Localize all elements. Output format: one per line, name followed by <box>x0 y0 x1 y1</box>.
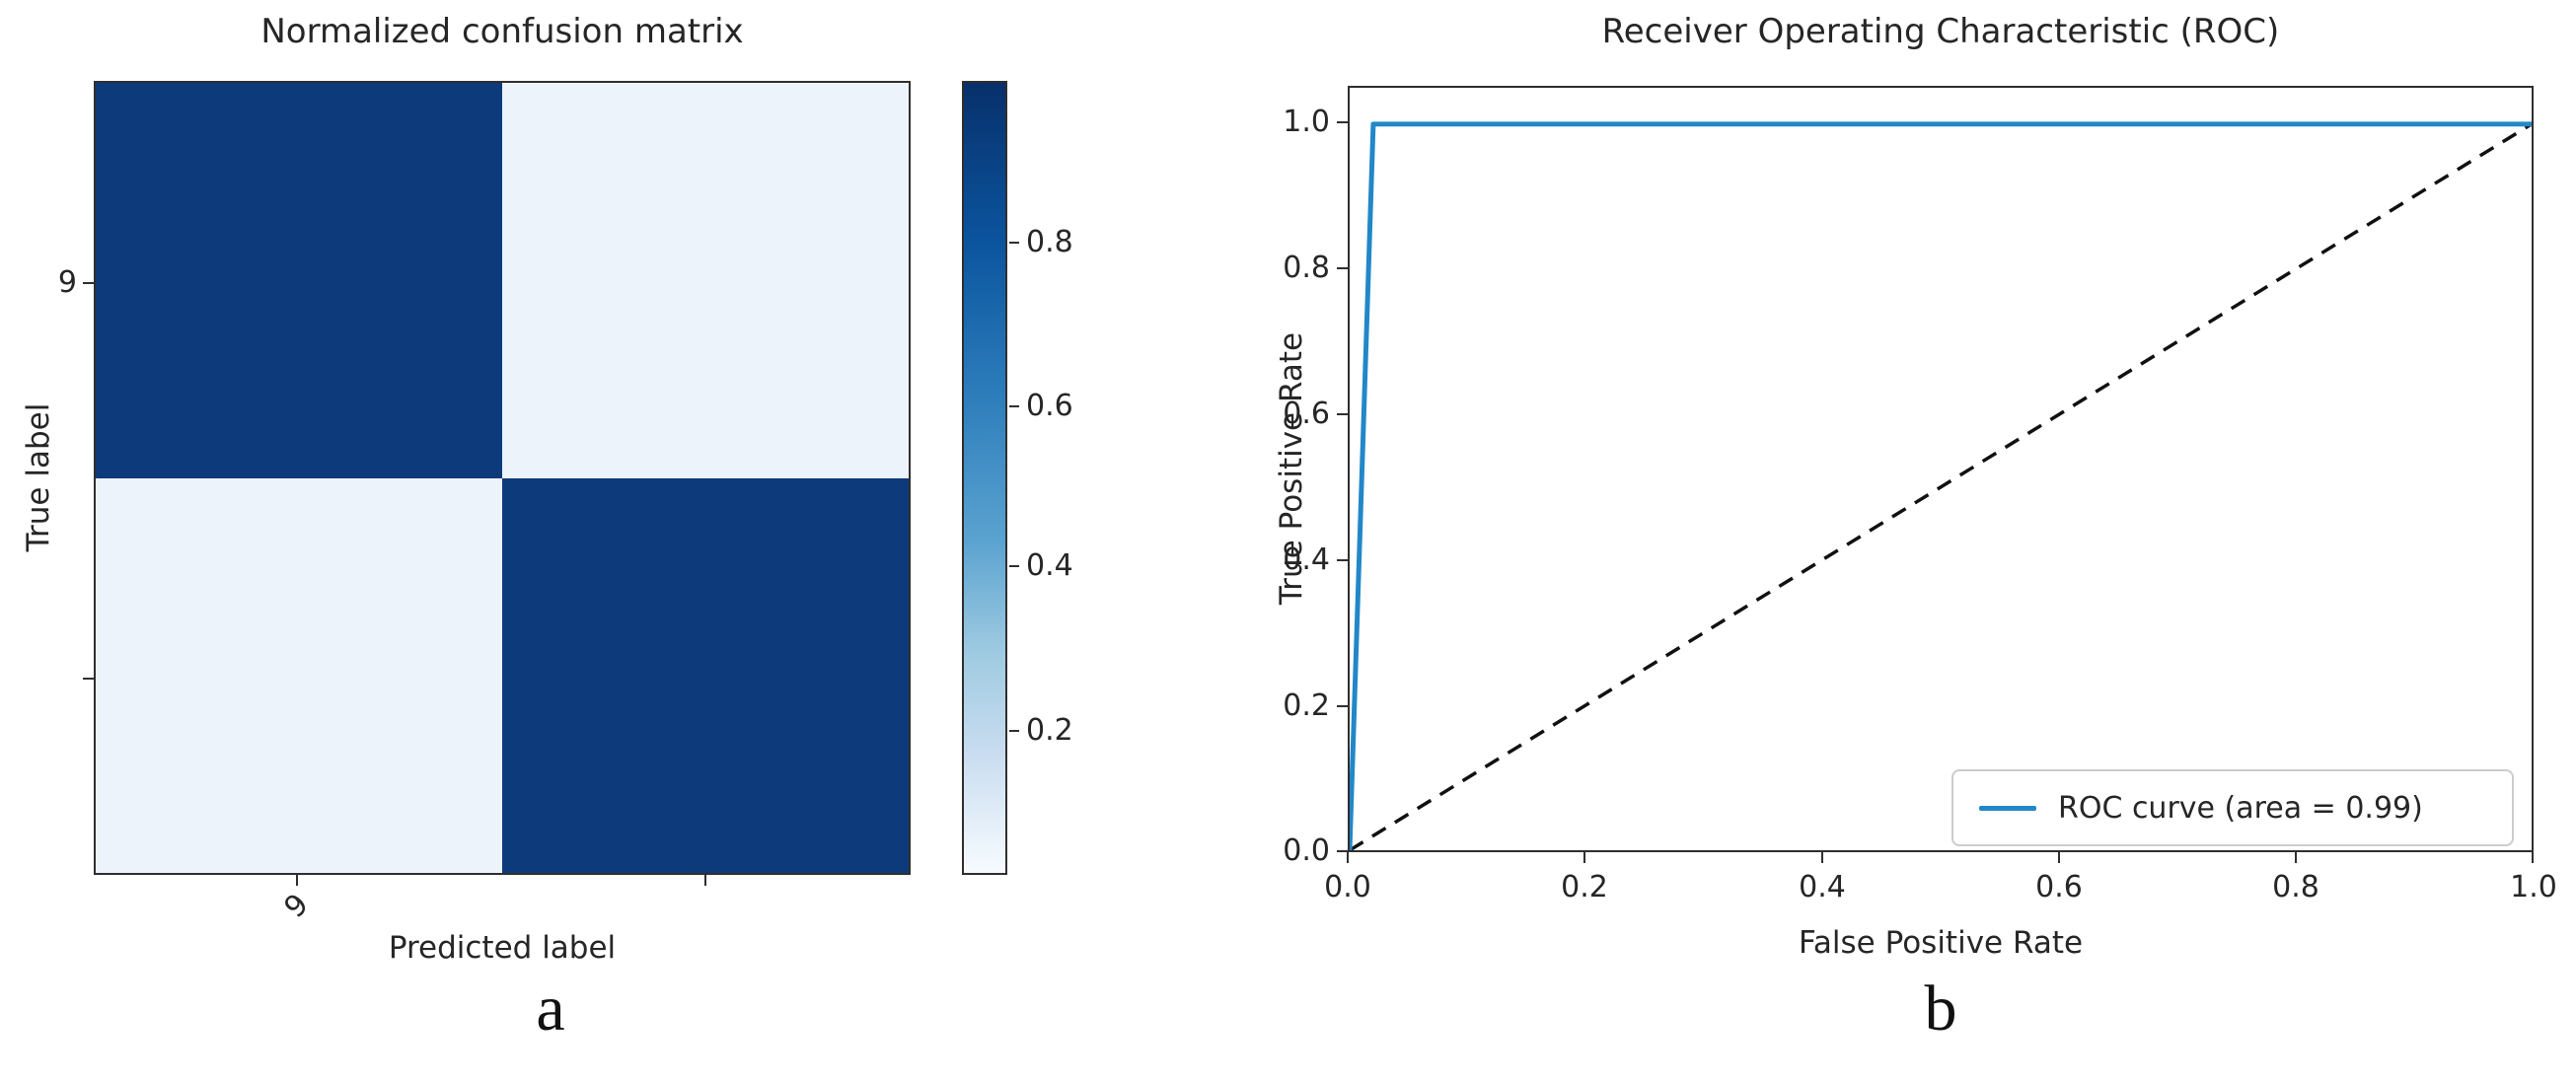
colorbar-tick-label: 0.4 <box>1026 548 1073 583</box>
confusion-matrix-title: Normalized confusion matrix <box>260 12 744 51</box>
y-tick-label: 0.4 <box>1283 542 1330 577</box>
x-axis-label: Predicted label <box>388 930 617 966</box>
x-tick-mark <box>296 875 298 886</box>
x-tick-mark <box>2058 852 2060 863</box>
panel-b-caption: b <box>1924 973 1957 1045</box>
y-tick-label: 0.6 <box>1283 397 1330 431</box>
y-tick-mark <box>1337 121 1348 123</box>
y-tick-label: 9 <box>57 265 77 300</box>
roc-legend: ROC curve (area = 0.99) <box>1951 769 2514 846</box>
matrix-cell-1-1 <box>502 477 909 873</box>
y-tick-mark <box>1337 850 1348 852</box>
confusion-matrix-plot <box>94 81 911 875</box>
x-axis-label: False Positive Rate <box>1798 925 2084 961</box>
colorbar-tick-mark <box>1009 242 1019 244</box>
colorbar <box>962 81 1007 875</box>
chance-diagonal-line <box>1350 122 2532 850</box>
x-tick-label: 0.6 <box>2035 870 2083 904</box>
x-tick-label: 1.0 <box>2510 870 2557 904</box>
y-axis-label: True Positive Rate <box>1274 331 1309 606</box>
y-tick-label: 0.0 <box>1283 833 1330 868</box>
x-tick-mark <box>2532 852 2534 863</box>
colorbar-tick-mark <box>1009 730 1019 732</box>
y-tick-mark <box>1337 705 1348 707</box>
x-tick-mark <box>2295 852 2297 863</box>
x-tick-label: 0.0 <box>1324 870 1371 904</box>
matrix-cell-0-1 <box>502 83 909 478</box>
panel-a-caption: a <box>536 973 565 1045</box>
roc-title: Receiver Operating Characteristic (ROC) <box>1601 12 2280 51</box>
x-tick-label: 0.4 <box>1799 870 1846 904</box>
roc-curve-line <box>1350 121 2532 850</box>
x-tick-mark <box>1821 852 1823 863</box>
y-tick-label: 0.8 <box>1283 251 1330 285</box>
y-tick-mark <box>1337 267 1348 269</box>
legend-line-sample <box>1979 805 2036 811</box>
y-tick-mark <box>1337 413 1348 415</box>
x-tick-label: 9 <box>277 887 316 925</box>
y-axis-label: True label <box>21 402 56 552</box>
y-tick-label: 0.2 <box>1283 688 1330 723</box>
colorbar-tick-mark <box>1009 405 1019 407</box>
colorbar-tick-label: 0.8 <box>1026 225 1073 259</box>
colorbar-tick-label: 0.6 <box>1026 389 1073 423</box>
matrix-cell-0-0 <box>96 83 502 478</box>
y-tick-mark <box>1337 559 1348 561</box>
y-tick-mark <box>83 678 94 680</box>
roc-lines-svg <box>1350 121 2532 850</box>
x-tick-mark <box>704 875 706 886</box>
colorbar-tick-label: 0.2 <box>1026 713 1073 748</box>
colorbar-tick-mark <box>1009 565 1019 567</box>
y-tick-mark <box>83 282 94 284</box>
matrix-cell-1-0 <box>96 477 502 873</box>
x-tick-label: 0.2 <box>1561 870 1608 904</box>
x-tick-mark <box>1583 852 1585 863</box>
y-tick-label: 1.0 <box>1283 105 1330 139</box>
x-tick-mark <box>1347 852 1349 863</box>
roc-plot <box>1348 86 2534 852</box>
legend-label: ROC curve (area = 0.99) <box>2058 790 2423 826</box>
x-tick-label: 0.8 <box>2272 870 2319 904</box>
